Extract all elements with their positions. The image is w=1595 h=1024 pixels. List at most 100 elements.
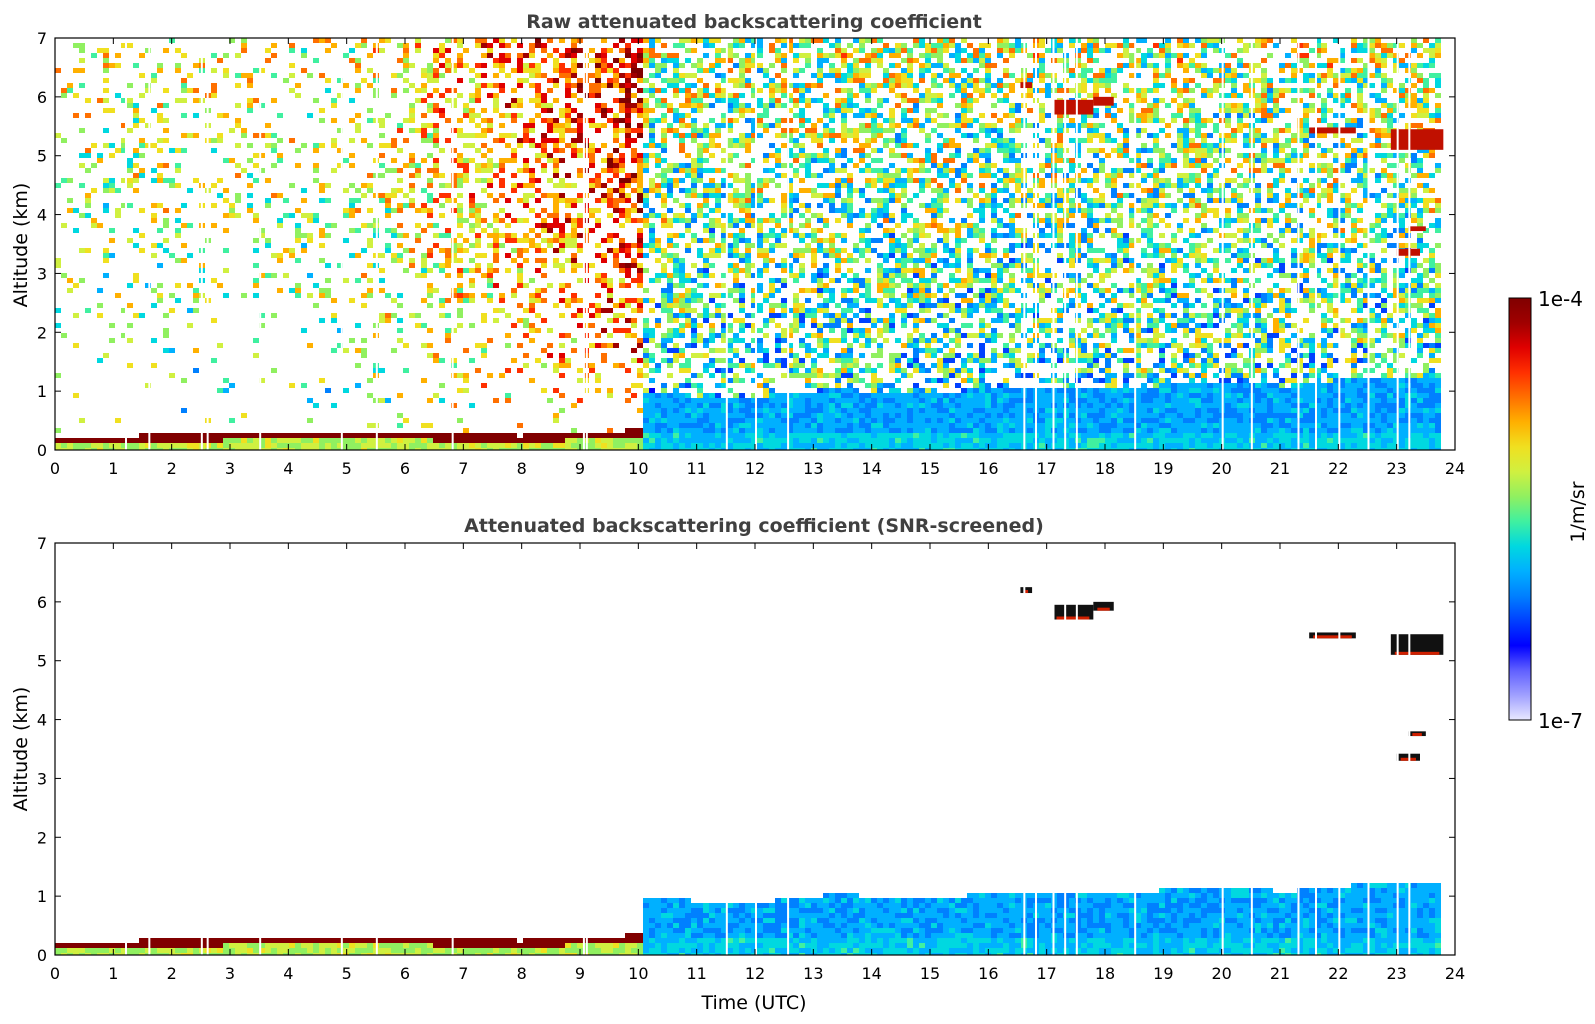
heatmap-cell <box>691 133 697 138</box>
heatmap-cell <box>307 443 313 448</box>
heatmap-cell <box>937 63 943 68</box>
heatmap-cell <box>751 133 757 138</box>
heatmap-cell <box>547 438 553 443</box>
heatmap-cell <box>913 228 919 233</box>
heatmap-cell <box>331 438 337 443</box>
heatmap-cell <box>451 373 457 378</box>
heatmap-cell <box>367 393 373 398</box>
heatmap-cell <box>643 353 649 358</box>
heatmap-cell <box>481 133 487 138</box>
heatmap-cell <box>361 193 367 198</box>
heatmap-cell <box>391 348 397 353</box>
heatmap-cell <box>331 98 337 103</box>
heatmap-cell <box>931 443 937 448</box>
heatmap-cell <box>319 228 325 233</box>
heatmap-cell <box>103 248 109 253</box>
heatmap-cell <box>913 193 919 198</box>
heatmap-cell <box>403 78 409 83</box>
heatmap-cell <box>721 113 727 118</box>
heatmap-cell <box>523 203 529 208</box>
heatmap-cell <box>457 293 463 298</box>
heatmap-cell <box>757 48 763 53</box>
heatmap-cell <box>691 288 697 293</box>
heatmap-cell <box>787 208 793 213</box>
heatmap-cell <box>925 338 931 343</box>
heatmap-cell <box>943 123 949 128</box>
heatmap-cell <box>721 193 727 198</box>
heatmap-cell <box>721 433 727 438</box>
heatmap-cell <box>493 233 499 238</box>
heatmap-cell <box>451 38 457 43</box>
heatmap-cell <box>529 228 535 233</box>
heatmap-cell <box>109 108 115 113</box>
heatmap-cell <box>391 253 397 258</box>
heatmap-cell <box>619 108 625 113</box>
heatmap-cell <box>775 428 781 433</box>
heatmap-cell <box>577 368 583 373</box>
heatmap-cell <box>931 248 937 253</box>
heatmap-cell <box>757 193 763 198</box>
heatmap-cell <box>601 48 607 53</box>
heatmap-cell <box>919 258 925 263</box>
heatmap-cell <box>913 268 919 273</box>
heatmap-cell <box>715 333 721 338</box>
heatmap-cell <box>163 138 169 143</box>
heatmap-cell <box>673 293 679 298</box>
heatmap-cell <box>433 223 439 228</box>
heatmap-cell <box>709 333 715 338</box>
heatmap-cell <box>781 163 787 168</box>
heatmap-cell <box>553 263 559 268</box>
heatmap-cell <box>67 88 73 93</box>
heatmap-cell <box>817 448 823 450</box>
heatmap-cell <box>289 248 295 253</box>
heatmap-cell <box>721 318 727 323</box>
heatmap-cell <box>745 188 751 193</box>
heatmap-cell <box>667 418 673 423</box>
heatmap-cell <box>949 368 955 373</box>
heatmap-cell <box>211 68 217 73</box>
heatmap-cell <box>691 63 697 68</box>
heatmap-cell <box>865 288 871 293</box>
heatmap-cell <box>553 158 559 163</box>
heatmap-cell <box>91 188 97 193</box>
heatmap-cell <box>439 183 445 188</box>
heatmap-cell <box>559 358 565 363</box>
heatmap-cell <box>553 258 559 263</box>
heatmap-cell <box>439 313 445 318</box>
heatmap-cell <box>823 198 829 203</box>
heatmap-cell <box>643 143 649 148</box>
heatmap-cell <box>919 63 925 68</box>
heatmap-cell <box>541 443 547 448</box>
heatmap-cell <box>505 198 511 203</box>
heatmap-cell <box>451 293 457 298</box>
heatmap-cell <box>433 263 439 268</box>
heatmap-cell <box>703 88 709 93</box>
heatmap-cell <box>907 293 913 298</box>
heatmap-cell <box>829 248 835 253</box>
heatmap-cell <box>355 113 361 118</box>
heatmap-cell <box>823 263 829 268</box>
heatmap-cell <box>889 88 895 93</box>
heatmap-cell <box>793 443 799 448</box>
heatmap-cell <box>553 198 559 203</box>
heatmap-cell <box>517 98 523 103</box>
heatmap-cell <box>133 118 139 123</box>
heatmap-cell <box>703 268 709 273</box>
heatmap-cell <box>901 413 907 418</box>
heatmap-cell <box>505 438 511 443</box>
heatmap-cell <box>379 143 385 148</box>
heatmap-cell <box>253 218 259 223</box>
heatmap-cell <box>799 88 805 93</box>
heatmap-cell <box>817 343 823 348</box>
heatmap-cell <box>571 268 577 273</box>
heatmap-cell <box>787 403 793 408</box>
heatmap-cell <box>661 273 667 278</box>
heatmap-cell <box>589 443 595 448</box>
heatmap-cell <box>667 393 673 398</box>
heatmap-cell <box>763 378 769 383</box>
heatmap-cell <box>151 218 157 223</box>
heatmap-cell <box>907 143 913 148</box>
heatmap-cell <box>469 108 475 113</box>
heatmap-cell <box>721 183 727 188</box>
heatmap-cell <box>445 338 451 343</box>
